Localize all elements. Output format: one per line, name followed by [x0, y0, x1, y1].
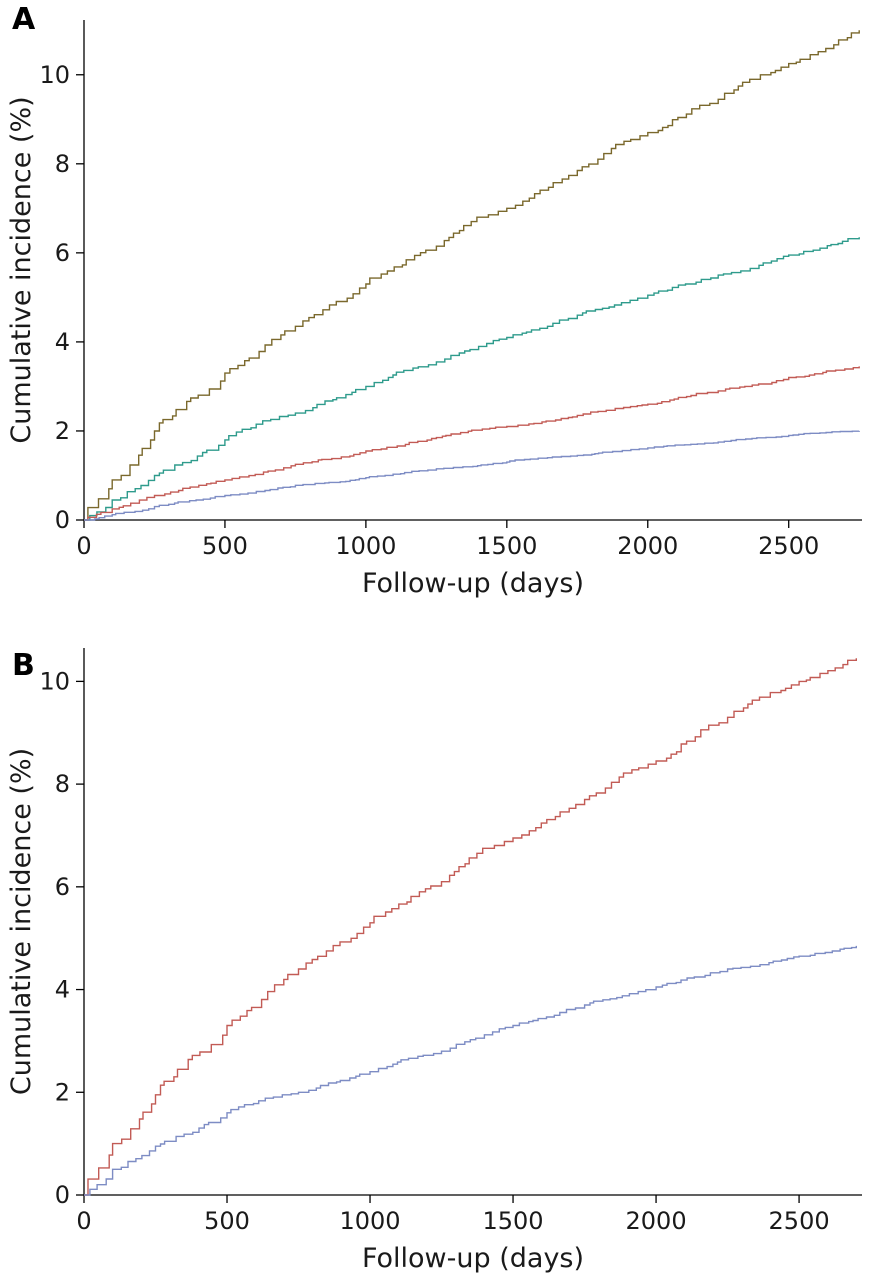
x-tick-label: 2000 — [626, 1207, 687, 1235]
x-tick-label: 0 — [76, 532, 91, 560]
x-axis-title: Follow-up (days) — [362, 568, 584, 599]
y-tick-label: 8 — [55, 770, 70, 798]
y-axis-title: Cumulative incidence (%) — [6, 96, 37, 443]
y-tick-label: 4 — [55, 976, 70, 1004]
x-tick-label: 2500 — [758, 532, 819, 560]
x-tick-label: 500 — [202, 532, 248, 560]
y-tick-label: 2 — [55, 417, 70, 445]
x-tick-label: 1000 — [335, 532, 396, 560]
y-tick-label: 10 — [39, 667, 70, 695]
x-axis-title: Follow-up (days) — [362, 1243, 584, 1274]
y-tick-label: 0 — [55, 506, 70, 534]
panel-a-chart: 0 500 1000 1500 2000 2500 0 2 4 6 8 10 Follow-up (da… — [6, 20, 862, 599]
y-tick-label: 4 — [55, 328, 70, 356]
series-blue-curve — [84, 945, 857, 1196]
series-blue-curve — [84, 430, 860, 521]
x-tick-label: 0 — [76, 1207, 91, 1235]
series-red-curve — [84, 366, 860, 521]
x-tick-label: 2000 — [617, 532, 678, 560]
y-tick-label: 10 — [39, 61, 70, 89]
y-tick-label: 2 — [55, 1078, 70, 1106]
x-tick-label: 1000 — [339, 1207, 400, 1235]
panel-b-chart: 0 500 1000 1500 2000 2500 0 2 4 6 8 10 Follow-up (da… — [6, 648, 862, 1274]
y-tick-label: 8 — [55, 150, 70, 178]
panel-a: A 0 500 1000 1500 2000 2500 0 2 4 6 8 10 Follow-up (… — [0, 0, 875, 618]
y-tick-label: 6 — [55, 873, 70, 901]
series-brown-curve — [84, 30, 860, 521]
x-tick-label: 1500 — [476, 532, 537, 560]
panel-b: B 0 500 1000 1500 2000 2500 0 2 4 6 8 10 Follow-up (… — [0, 618, 875, 1280]
y-tick-label: 6 — [55, 239, 70, 267]
panel-b-label: B — [12, 648, 35, 683]
series-red-curve — [84, 658, 857, 1196]
x-tick-label: 2500 — [769, 1207, 830, 1235]
series-teal-curve — [84, 237, 860, 521]
y-axis-title: Cumulative incidence (%) — [6, 748, 37, 1095]
x-tick-label: 1500 — [483, 1207, 544, 1235]
panel-a-label: A — [12, 2, 36, 37]
y-tick-label: 0 — [55, 1181, 70, 1209]
x-tick-label: 500 — [204, 1207, 250, 1235]
